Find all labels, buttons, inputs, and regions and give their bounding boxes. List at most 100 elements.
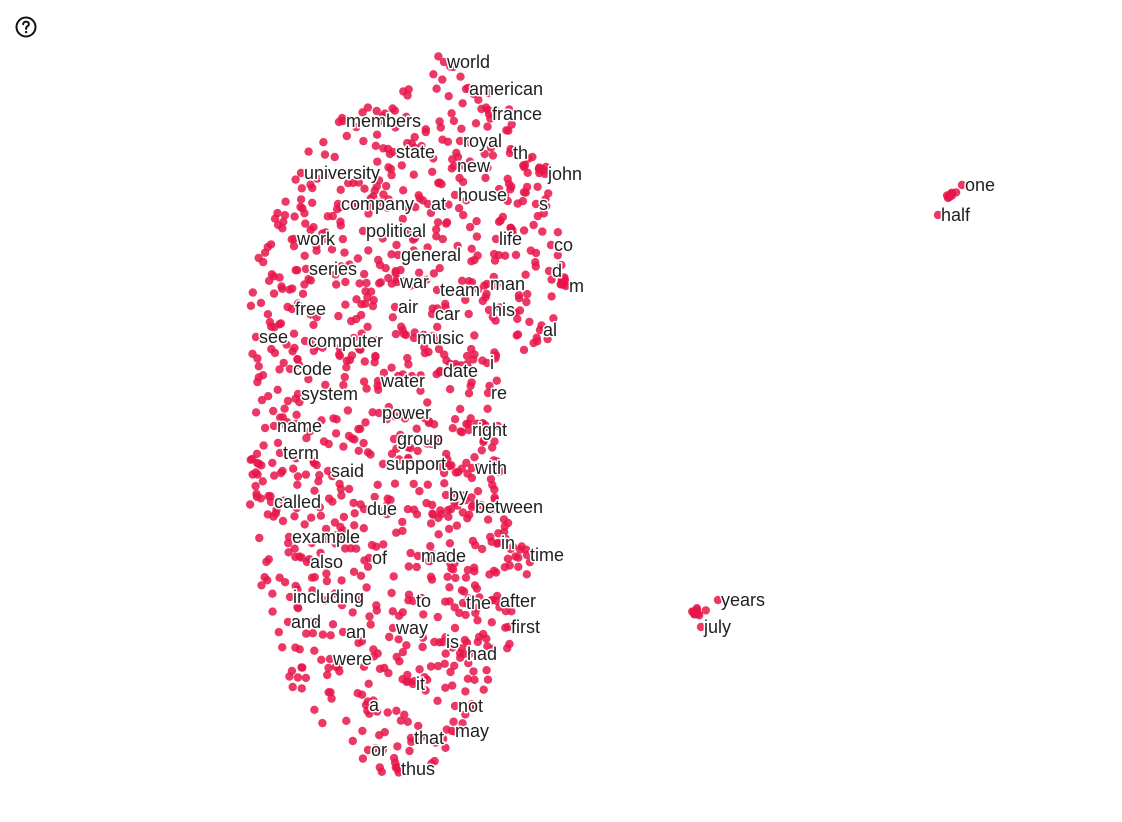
background-point[interactable] — [456, 404, 465, 414]
background-point[interactable] — [335, 479, 344, 489]
background-point[interactable] — [442, 218, 452, 227]
background-point[interactable] — [337, 491, 346, 500]
background-point[interactable] — [279, 358, 288, 368]
labeled-point[interactable] — [432, 285, 442, 295]
background-point[interactable] — [308, 198, 317, 207]
background-point[interactable] — [433, 696, 442, 705]
background-point[interactable] — [342, 131, 351, 141]
labeled-point[interactable] — [285, 592, 295, 602]
background-point[interactable] — [404, 562, 413, 571]
background-point[interactable] — [343, 406, 353, 415]
background-point[interactable] — [470, 350, 479, 359]
background-point[interactable] — [421, 686, 430, 695]
labeled-point[interactable] — [455, 136, 465, 146]
background-point[interactable] — [378, 234, 387, 243]
background-point[interactable] — [442, 551, 451, 560]
background-point[interactable] — [464, 659, 473, 668]
background-point[interactable] — [482, 651, 491, 661]
background-point[interactable] — [290, 512, 299, 521]
background-point[interactable] — [307, 538, 317, 548]
background-point[interactable] — [366, 450, 375, 459]
labeled-point[interactable] — [389, 434, 399, 444]
background-point[interactable] — [288, 682, 297, 692]
labeled-point[interactable] — [285, 364, 295, 374]
background-point[interactable] — [446, 667, 455, 677]
background-point[interactable] — [347, 351, 357, 360]
background-point[interactable] — [505, 561, 514, 570]
background-point[interactable] — [356, 571, 366, 580]
background-point[interactable] — [427, 549, 437, 559]
background-point[interactable] — [507, 120, 516, 129]
labeled-point[interactable] — [696, 622, 706, 632]
background-point[interactable] — [432, 232, 441, 241]
labeled-point[interactable] — [393, 250, 403, 260]
background-point[interactable] — [278, 284, 287, 293]
background-point[interactable] — [417, 593, 426, 603]
labeled-point[interactable] — [467, 463, 477, 473]
background-point[interactable] — [348, 434, 357, 443]
background-point[interactable] — [422, 275, 431, 284]
background-point[interactable] — [433, 661, 443, 671]
background-point[interactable] — [420, 414, 429, 423]
background-point[interactable] — [262, 557, 271, 567]
background-point[interactable] — [462, 359, 472, 369]
labeled-point[interactable] — [546, 240, 556, 250]
background-point[interactable] — [314, 477, 323, 486]
background-point[interactable] — [293, 266, 302, 275]
background-point[interactable] — [494, 529, 503, 538]
background-point[interactable] — [284, 548, 293, 557]
background-point[interactable] — [470, 453, 479, 462]
background-point[interactable] — [398, 526, 407, 536]
background-point[interactable] — [336, 531, 345, 540]
background-point[interactable] — [376, 198, 385, 207]
background-point[interactable] — [543, 334, 552, 344]
background-point[interactable] — [389, 572, 398, 581]
help-button[interactable] — [14, 15, 38, 39]
background-point[interactable] — [318, 229, 327, 238]
background-point[interactable] — [458, 177, 468, 187]
background-point[interactable] — [348, 200, 357, 209]
background-point[interactable] — [375, 731, 384, 740]
background-point[interactable] — [475, 593, 484, 602]
background-point[interactable] — [382, 181, 391, 191]
background-point[interactable] — [460, 635, 470, 645]
background-point[interactable] — [479, 437, 488, 447]
background-point[interactable] — [357, 329, 366, 338]
background-point[interactable] — [557, 260, 566, 270]
background-point[interactable] — [360, 269, 369, 279]
background-point[interactable] — [322, 535, 332, 544]
background-point[interactable] — [360, 184, 369, 193]
background-point[interactable] — [403, 138, 412, 148]
background-point[interactable] — [366, 287, 376, 296]
background-point[interactable] — [471, 119, 481, 128]
cluster-point[interactable] — [701, 606, 710, 615]
background-point[interactable] — [446, 359, 455, 369]
background-point[interactable] — [328, 497, 337, 506]
background-point[interactable] — [330, 152, 339, 162]
background-point[interactable] — [362, 278, 371, 288]
background-point[interactable] — [484, 88, 493, 98]
background-point[interactable] — [246, 301, 256, 310]
background-point[interactable] — [450, 603, 459, 612]
labeled-point[interactable] — [361, 700, 371, 710]
labeled-point[interactable] — [458, 598, 468, 608]
background-point[interactable] — [494, 184, 504, 194]
background-point[interactable] — [316, 511, 326, 520]
labeled-point[interactable] — [325, 654, 335, 664]
background-point[interactable] — [263, 242, 272, 252]
background-point[interactable] — [469, 89, 478, 99]
background-point[interactable] — [466, 381, 475, 391]
background-point[interactable] — [446, 504, 456, 514]
background-point[interactable] — [409, 479, 418, 489]
background-point[interactable] — [269, 406, 278, 416]
background-point[interactable] — [522, 297, 531, 307]
background-point[interactable] — [366, 194, 375, 203]
background-point[interactable] — [412, 562, 421, 572]
background-point[interactable] — [410, 132, 419, 142]
background-point[interactable] — [441, 683, 450, 692]
background-point[interactable] — [365, 709, 374, 718]
background-point[interactable] — [252, 492, 262, 501]
labeled-point[interactable] — [491, 234, 501, 244]
background-point[interactable] — [306, 225, 315, 235]
background-point[interactable] — [432, 84, 441, 93]
